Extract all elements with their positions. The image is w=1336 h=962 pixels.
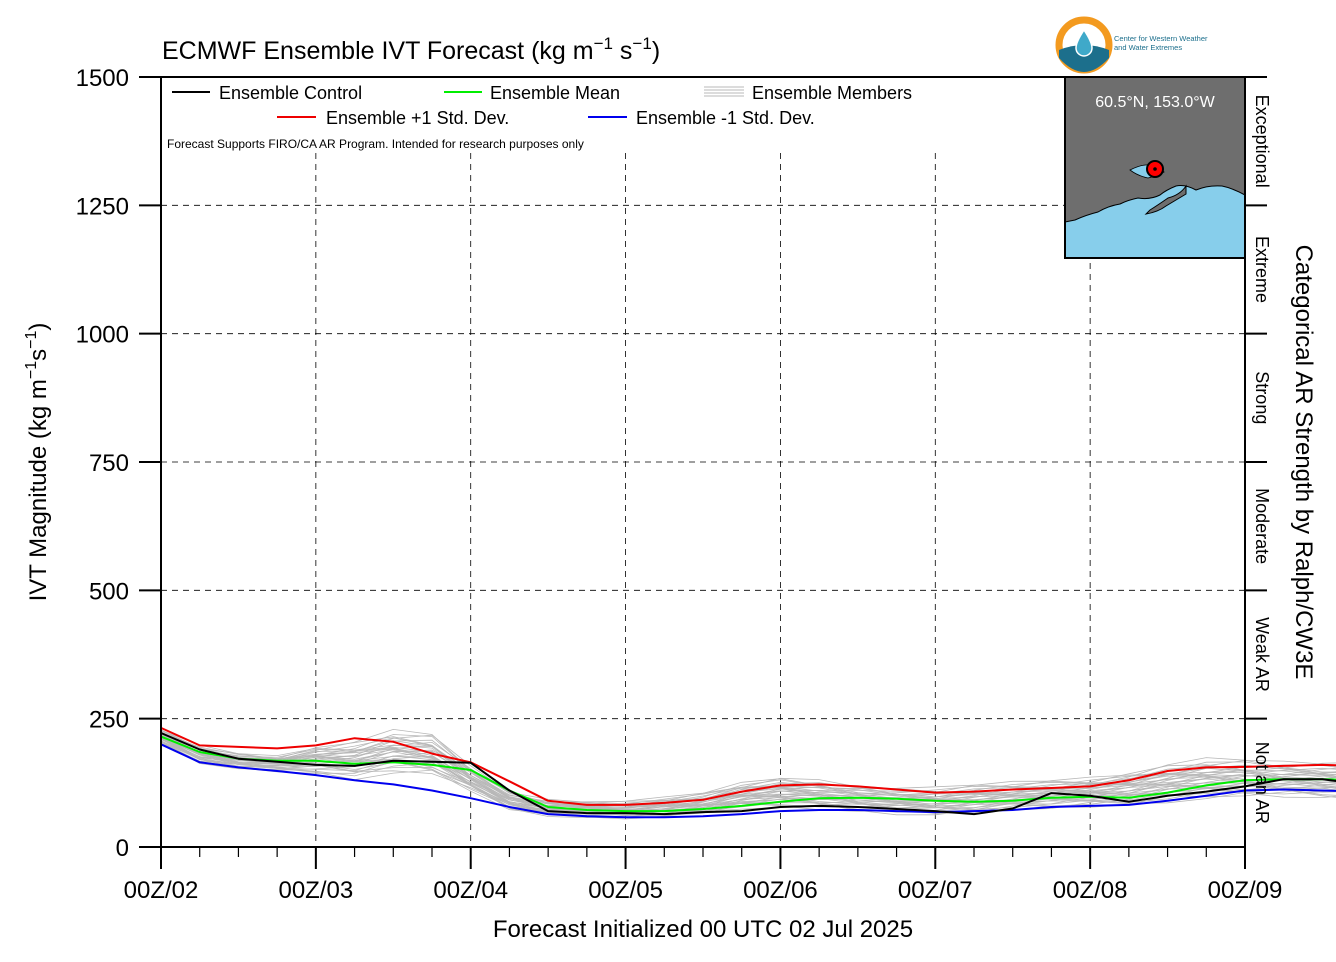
category-label: Strong bbox=[1252, 371, 1272, 424]
category-label: Extreme bbox=[1252, 236, 1272, 303]
x-axis-title: Forecast Initialized 00 UTC 02 Jul 2025 bbox=[493, 916, 913, 943]
y-tick-label: 1000 bbox=[76, 322, 129, 349]
category-label: Exceptional bbox=[1252, 95, 1272, 188]
logo-text-line1: Center for Western Weather bbox=[1114, 34, 1208, 43]
logo-wave bbox=[1059, 45, 1109, 72]
series-line-plus bbox=[160, 726, 1336, 806]
ensemble-member-line bbox=[160, 729, 1336, 807]
x-tick-label: 00Z/04 bbox=[433, 877, 508, 904]
category-label: Moderate bbox=[1252, 488, 1272, 564]
ensemble-member-line bbox=[160, 736, 1336, 816]
y-tick-label: 750 bbox=[89, 450, 129, 477]
disclaimer-text: Forecast Supports FIRO/CA AR Program. In… bbox=[167, 137, 584, 151]
logo-text-line2: and Water Extremes bbox=[1114, 43, 1182, 52]
inset-map: 60.5°N, 153.0°W bbox=[1064, 76, 1246, 259]
y-tick-label: 250 bbox=[89, 707, 129, 734]
y-tick-label: 500 bbox=[89, 578, 129, 605]
y-tick-label: 1250 bbox=[76, 193, 129, 220]
y-tick-label: 0 bbox=[116, 835, 129, 862]
inset-map-peninsula bbox=[1144, 184, 1187, 215]
ensemble-member-line bbox=[160, 734, 1336, 810]
x-tick-label: 00Z/07 bbox=[898, 877, 973, 904]
chart-title: ECMWF Ensemble IVT Forecast (kg m−1 s−1) bbox=[162, 34, 660, 65]
droplet-icon bbox=[1075, 28, 1093, 57]
x-tick-label: 00Z/03 bbox=[278, 877, 353, 904]
legend: Ensemble Control Ensemble Mean Ensemble … bbox=[167, 83, 912, 151]
x-tick-label: 00Z/06 bbox=[743, 877, 818, 904]
series-line-minus bbox=[160, 743, 1336, 819]
cw3e-logo: Center for Western Weather and Water Ext… bbox=[1055, 16, 1208, 74]
x-tick-label: 00Z/02 bbox=[124, 877, 199, 904]
legend-label-plus-sd: Ensemble +1 Std. Dev. bbox=[326, 108, 509, 128]
legend-swatch-members bbox=[704, 86, 744, 97]
inset-map-label: 60.5°N, 153.0°W bbox=[1095, 94, 1215, 111]
category-label: Weak AR bbox=[1252, 617, 1272, 692]
inset-map-frame bbox=[1064, 76, 1246, 259]
legend-label-control: Ensemble Control bbox=[219, 83, 362, 103]
location-marker-center bbox=[1153, 167, 1157, 171]
x-tick-label: 00Z/08 bbox=[1053, 877, 1128, 904]
y-axis-title: IVT Magnitude (kg m−1s−1) bbox=[23, 323, 52, 602]
inset-map-label-bg bbox=[1066, 78, 1244, 114]
legend-label-minus-sd: Ensemble -1 Std. Dev. bbox=[636, 108, 815, 128]
x-tick-label: 00Z/09 bbox=[1208, 877, 1283, 904]
grid-lines bbox=[161, 153, 1245, 847]
y-tick-label: 1500 bbox=[76, 65, 129, 92]
right-axis-title: Categorical AR Strength by Ralph/CW3E bbox=[1290, 245, 1317, 680]
legend-label-mean: Ensemble Mean bbox=[490, 83, 620, 103]
category-label: Not an AR bbox=[1252, 742, 1272, 824]
legend-label-members: Ensemble Members bbox=[752, 83, 912, 103]
axes: 0 250 500 750 1000 1250 1500 Not an AR Weak AR Mo… bbox=[76, 65, 1283, 904]
x-tick-label: 00Z/05 bbox=[588, 877, 663, 904]
